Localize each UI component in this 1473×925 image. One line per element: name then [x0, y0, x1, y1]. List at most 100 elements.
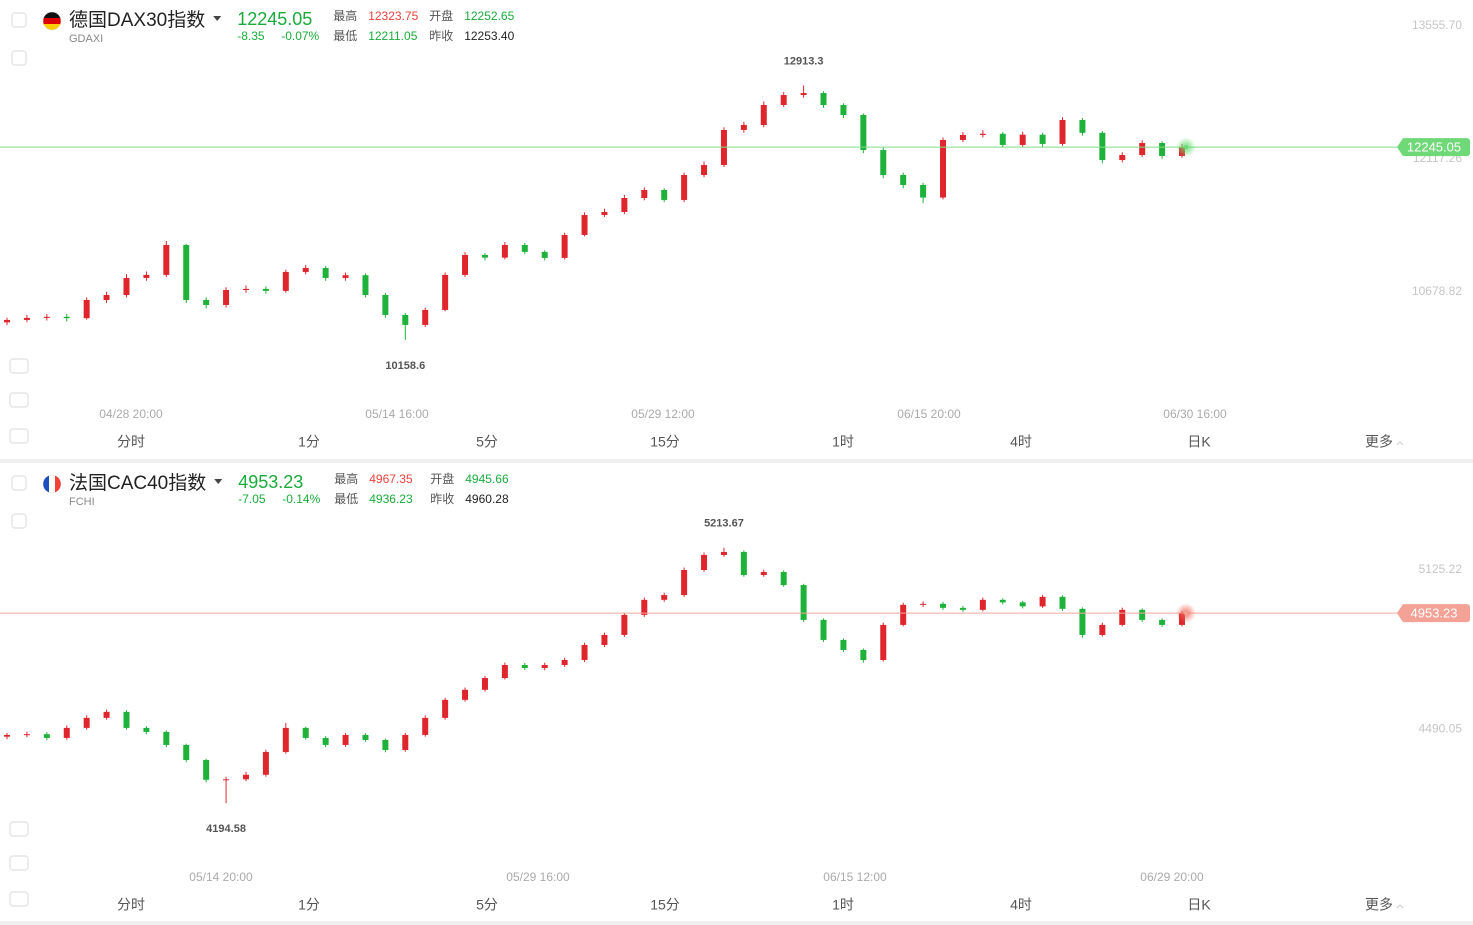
- flag-icon: [43, 475, 61, 493]
- candle-body: [83, 299, 90, 319]
- candle-body: [103, 294, 110, 300]
- toolbar-icon: [9, 821, 29, 837]
- candle-body: [123, 711, 130, 728]
- candle-body: [1039, 134, 1046, 144]
- candle-body: [242, 774, 249, 780]
- period-tab[interactable]: 4时: [1010, 897, 1032, 913]
- last-price-dot: [1184, 611, 1188, 616]
- candle-body: [1159, 619, 1166, 625]
- period-tab[interactable]: 1时: [832, 897, 854, 913]
- candle-body: [163, 731, 170, 745]
- candle-body: [581, 644, 588, 660]
- price-change-pct: -0.07%: [281, 29, 319, 43]
- period-tab[interactable]: 15分: [650, 897, 680, 913]
- toolbar-icon: [9, 428, 29, 444]
- dropdown-arrow[interactable]: [214, 479, 223, 484]
- candle-body: [1079, 608, 1086, 635]
- candle-body: [282, 727, 289, 752]
- candle-body: [701, 165, 708, 175]
- toolbar-icon: [9, 855, 29, 871]
- candle-body: [840, 105, 847, 115]
- x-tick-label: 04/28 20:00: [99, 407, 163, 421]
- candle-body: [223, 289, 230, 305]
- candle-body: [959, 607, 966, 610]
- index-title[interactable]: 法国CAC40指数: [69, 472, 206, 494]
- low-annotation: 4194.58: [206, 823, 246, 835]
- candle-body: [621, 614, 628, 635]
- candle-body: [23, 734, 30, 736]
- candle-body: [481, 254, 488, 258]
- period-tab[interactable]: 更多: [1365, 897, 1393, 913]
- period-tab[interactable]: 4时: [1010, 434, 1032, 450]
- candle-body: [1019, 602, 1026, 607]
- high-annotation: 5213.67: [704, 518, 744, 530]
- candle-body: [800, 585, 807, 620]
- candle-body: [4, 319, 10, 323]
- more-arrow: [1396, 441, 1404, 446]
- candle-body: [462, 689, 469, 700]
- price-tag: [1397, 138, 1470, 157]
- candle-body: [163, 244, 170, 275]
- stat-value: 4960.28: [465, 492, 509, 506]
- candle-body: [601, 211, 608, 216]
- candle-body: [681, 174, 688, 200]
- candle-body: [422, 717, 429, 735]
- high-annotation: 12913.3: [784, 55, 824, 67]
- candle-body: [561, 659, 568, 666]
- period-tab[interactable]: 日K: [1187, 897, 1211, 913]
- candle-body: [621, 198, 628, 212]
- stat-label: 昨收: [430, 492, 454, 506]
- toolbar-icon: [11, 12, 27, 28]
- candle-body: [143, 727, 150, 732]
- x-tick-label: 05/29 16:00: [506, 870, 570, 884]
- candle-body: [681, 570, 688, 596]
- candle-body: [521, 244, 528, 252]
- period-tab[interactable]: 1分: [298, 434, 320, 450]
- candle-body: [282, 271, 289, 291]
- period-tab[interactable]: 更多: [1365, 434, 1393, 450]
- flag-stripe: [43, 18, 61, 24]
- flag-border: [42, 11, 62, 31]
- y-tick-label: 10678.82: [1412, 284, 1462, 298]
- candle-body: [920, 184, 927, 198]
- index-title[interactable]: 德国DAX30指数: [69, 9, 205, 31]
- stat-value: 12253.40: [464, 29, 514, 43]
- last-price: 4953.23: [238, 472, 303, 492]
- candle-body: [382, 294, 389, 315]
- period-tab[interactable]: 5分: [476, 897, 498, 913]
- period-tab[interactable]: 15分: [650, 434, 680, 450]
- candle-body: [780, 95, 787, 106]
- candle-body: [223, 779, 230, 781]
- candle-body: [342, 734, 349, 745]
- period-tab[interactable]: 1分: [298, 897, 320, 913]
- candle-body: [760, 572, 767, 576]
- period-tab[interactable]: 分时: [117, 434, 145, 450]
- candle-body: [601, 634, 608, 645]
- candle-body: [302, 267, 309, 272]
- candle-body: [1119, 155, 1126, 161]
- period-tab[interactable]: 分时: [117, 897, 145, 913]
- candle-body: [860, 114, 867, 151]
- candle-body: [720, 551, 727, 555]
- candle-body: [541, 665, 548, 669]
- x-tick-label: 05/29 12:00: [631, 407, 695, 421]
- period-tab[interactable]: 1时: [832, 434, 854, 450]
- candle-body: [940, 603, 947, 608]
- candle-body: [203, 299, 210, 305]
- flag-stripe: [43, 475, 49, 493]
- candle-body: [481, 678, 488, 690]
- dropdown-arrow[interactable]: [213, 16, 222, 21]
- period-tab[interactable]: 5分: [476, 434, 498, 450]
- candle-body: [999, 133, 1006, 145]
- candle-body: [203, 759, 210, 780]
- stat-label: 最低: [334, 492, 358, 506]
- candle-body: [1019, 134, 1026, 145]
- period-tab[interactable]: 日K: [1187, 434, 1211, 450]
- candle-body: [402, 734, 409, 750]
- flag-stripe: [43, 12, 61, 18]
- price-tag: [1397, 604, 1470, 623]
- candle-body: [701, 554, 708, 571]
- candle-body: [83, 717, 90, 728]
- candle-body: [940, 139, 947, 198]
